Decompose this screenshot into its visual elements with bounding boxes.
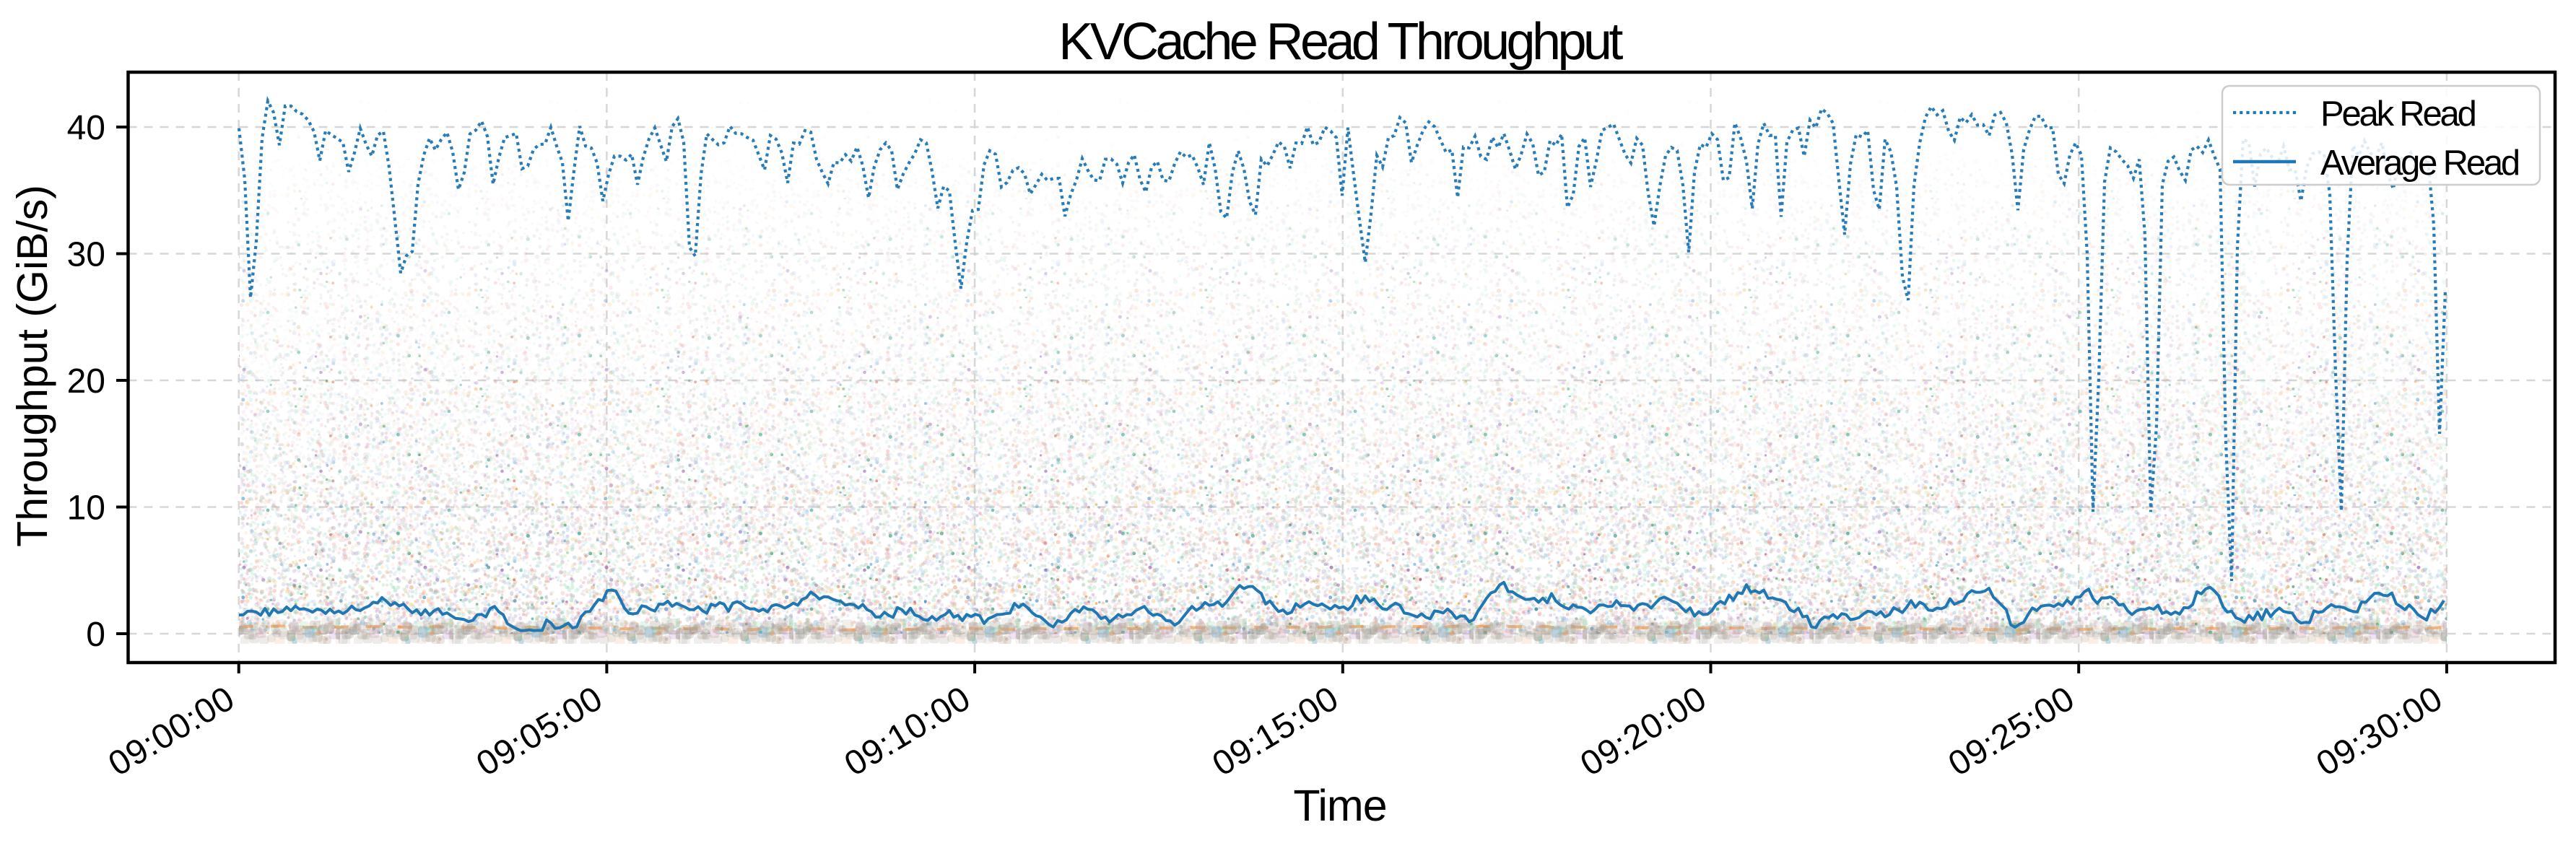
svg-text:Throughput (GiB/s): Throughput (GiB/s) xyxy=(9,185,56,547)
svg-text:KVCache Read Throughput: KVCache Read Throughput xyxy=(1058,13,1623,71)
svg-text:Average Read: Average Read xyxy=(2320,144,2519,183)
svg-text:10: 10 xyxy=(67,489,105,528)
svg-text:Time: Time xyxy=(1293,781,1386,830)
svg-text:Peak Read: Peak Read xyxy=(2320,95,2476,134)
svg-text:30: 30 xyxy=(67,236,105,274)
svg-text:20: 20 xyxy=(67,362,105,401)
svg-text:40: 40 xyxy=(67,109,105,147)
svg-text:0: 0 xyxy=(86,616,105,654)
